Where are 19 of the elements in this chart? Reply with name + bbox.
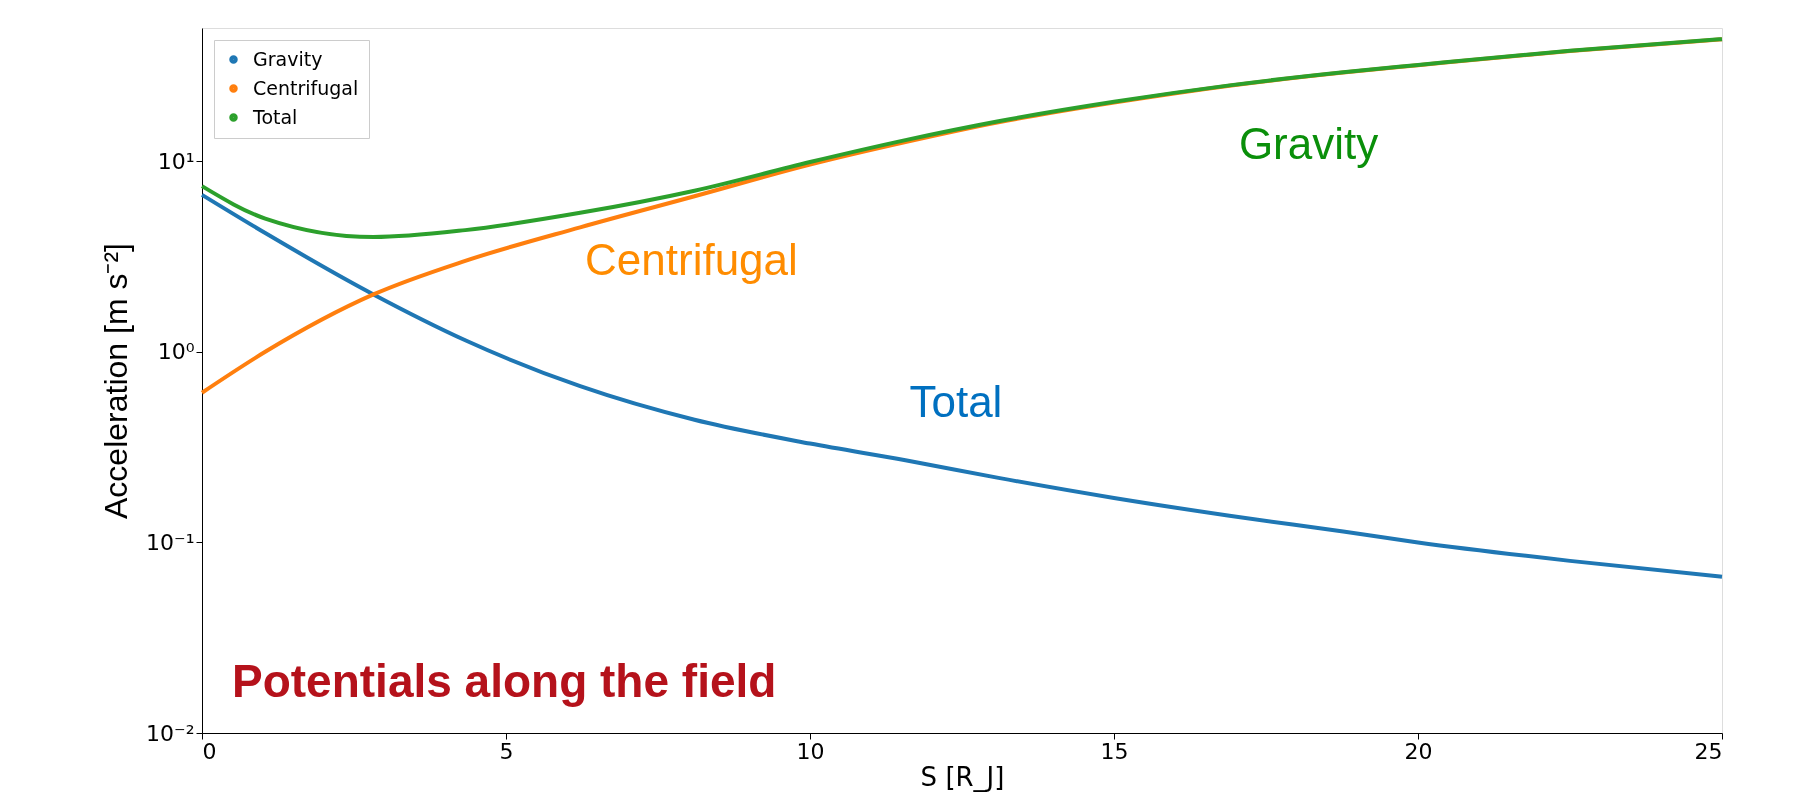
legend-label: Gravity — [253, 47, 323, 70]
legend-label: Total — [252, 105, 298, 128]
x-tick-label: 15 — [1100, 738, 1129, 764]
y-axis-title: Acceleration [m s⁻²] — [98, 243, 135, 519]
legend-label: Centrifugal — [253, 76, 359, 99]
annotation: Centrifugal — [585, 235, 798, 285]
x-axis-title: S [R_J] — [920, 761, 1005, 792]
x-tick-label: 20 — [1404, 738, 1433, 764]
annotation: Total — [909, 376, 1003, 426]
annotation: Gravity — [1238, 119, 1379, 169]
y-tick-label: 10⁰ — [157, 339, 195, 365]
x-tick-label: 5 — [499, 738, 514, 764]
y-tick-label: 10⁻¹ — [146, 529, 195, 555]
text: Potentials along the field — [232, 655, 777, 707]
y-tick-label: 10⁻² — [146, 720, 195, 746]
y-tick-label: 10¹ — [157, 148, 195, 174]
x-tick-label: 10 — [796, 738, 825, 764]
x-tick-label: 0 — [202, 738, 217, 764]
x-tick-label: 25 — [1694, 738, 1723, 764]
